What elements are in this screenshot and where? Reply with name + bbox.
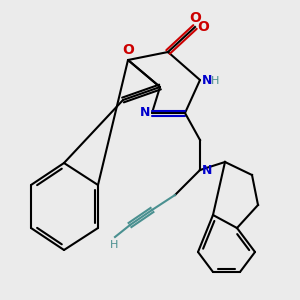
Text: O: O xyxy=(122,43,134,57)
Text: H: H xyxy=(110,240,118,250)
Text: N: N xyxy=(202,74,212,86)
Text: O: O xyxy=(189,11,201,25)
Text: O: O xyxy=(197,20,209,34)
Text: N: N xyxy=(202,164,212,176)
Text: H: H xyxy=(211,76,219,86)
Text: N: N xyxy=(140,106,150,119)
